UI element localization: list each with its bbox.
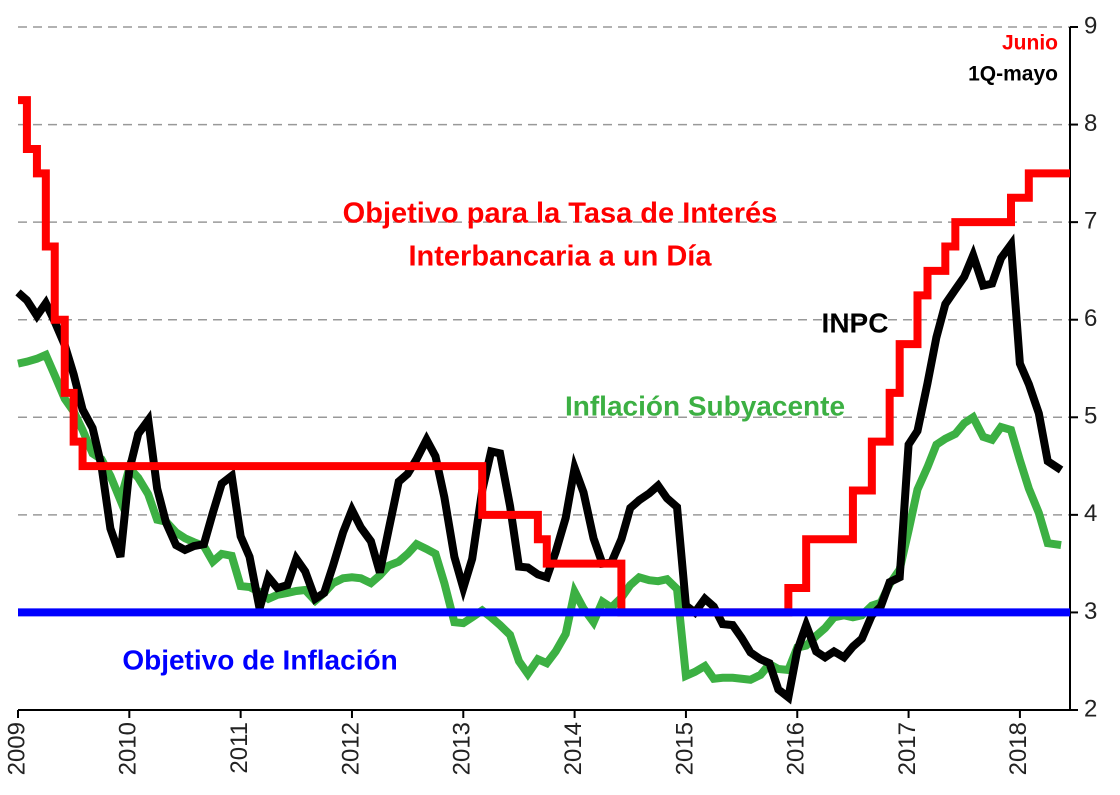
y-tick-label: 7 xyxy=(1084,207,1097,234)
x-tick-label: 2014 xyxy=(560,722,587,775)
x-tick-label: 2010 xyxy=(115,722,142,775)
line xyxy=(15,233,1064,705)
annotation: 1Q-mayo xyxy=(968,63,1058,86)
y-tick-label: 5 xyxy=(1084,403,1097,430)
series-label: Interbancaria a un Día xyxy=(409,241,713,273)
x-tick-label: 2016 xyxy=(783,722,810,775)
x-tick-label: 2018 xyxy=(1005,722,1032,775)
series-label: Objetivo para la Tasa de Interés xyxy=(343,198,778,230)
y-tick-label: 6 xyxy=(1084,305,1097,332)
series-label: Objetivo de Inflación xyxy=(122,644,397,675)
y-tick-label: 9 xyxy=(1084,12,1097,39)
x-tick-label: 2009 xyxy=(3,722,30,775)
series-label: Inflación Subyacente xyxy=(565,390,845,421)
series-label: INPC xyxy=(822,307,889,338)
x-tick-label: 2011 xyxy=(226,722,253,774)
x-tick-label: 2015 xyxy=(671,722,698,775)
y-tick-label: 8 xyxy=(1084,110,1097,137)
annotation: Junio xyxy=(1002,32,1058,55)
x-tick-label: 2012 xyxy=(337,722,364,775)
y-tick-label: 2 xyxy=(1084,695,1097,722)
x-tick-label: 2017 xyxy=(894,722,921,775)
y-tick-label: 4 xyxy=(1084,500,1097,527)
y-tick-label: 3 xyxy=(1084,598,1097,625)
x-tick-label: 2013 xyxy=(449,722,476,775)
line xyxy=(18,96,1070,617)
